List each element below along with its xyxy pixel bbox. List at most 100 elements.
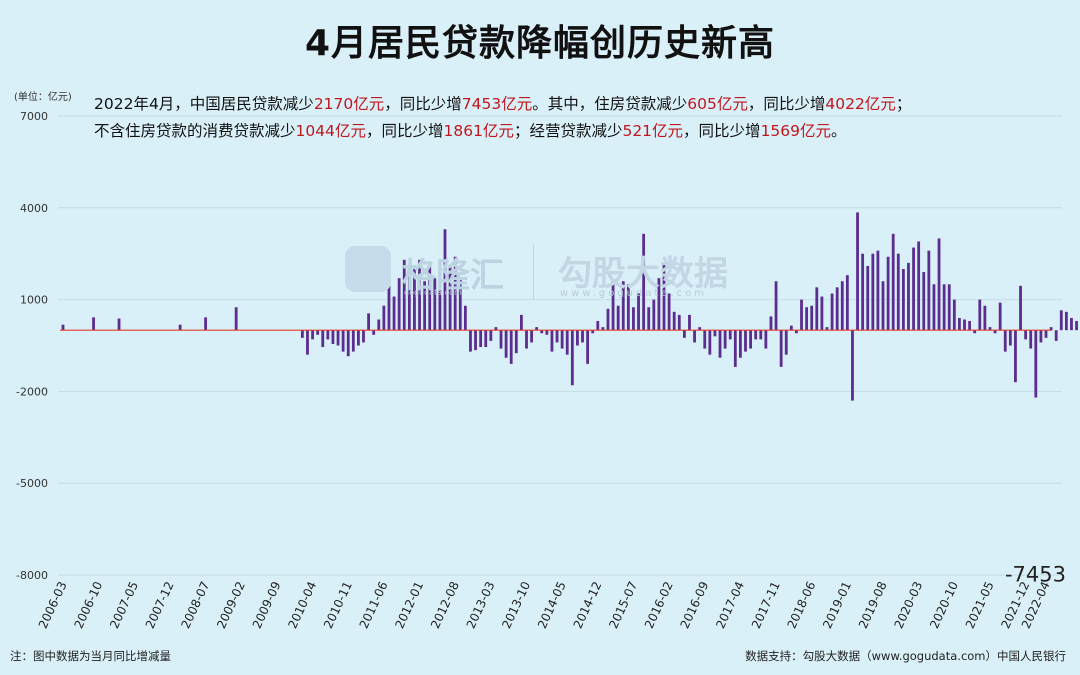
bar [840,281,844,331]
bar [178,324,182,331]
bar [744,330,747,352]
x-tick-label: 2019-08 [856,579,890,630]
bar [514,330,518,354]
x-tick-label: 2016-09 [678,579,712,630]
bar [937,238,941,331]
footer-source: 数据支持：勾股大数据（www.gogudata.com）中国人民银行 [745,649,1066,663]
x-tick-label: 2008-07 [178,579,212,630]
bar [947,284,951,331]
bar [810,305,814,331]
bar [749,330,752,349]
bar [866,265,870,331]
bar [616,305,620,331]
bar [576,330,579,346]
bar [942,284,946,331]
bar [463,305,467,331]
bar [362,330,365,343]
bar [92,317,95,331]
x-tick-label: 2009-09 [250,579,284,630]
bar [611,281,615,331]
bar [968,321,971,331]
bar [1039,330,1043,343]
watermark-brand2-url: www.gogudata.com [560,288,708,299]
bar [728,330,732,340]
bar [316,330,320,335]
watermark-separator [533,244,534,300]
x-tick-label: 2019-01 [820,579,854,630]
bar [764,330,768,349]
bar [815,287,819,331]
bar [357,330,360,346]
bar [688,314,691,331]
bar [300,330,304,338]
bar [1024,330,1028,340]
bar [392,296,396,331]
bar [311,330,314,340]
bar [336,330,340,346]
x-tick-label: 2009-02 [214,579,248,630]
watermark-brand1-url: gogudata.com [404,288,462,297]
summary-text-segment: 。其中，住房贷款减少 [532,95,688,113]
bar [856,212,859,331]
bar [453,256,457,331]
bar [474,330,477,351]
bar [739,330,742,358]
summary-text-segment: ，同比少增 [384,95,462,113]
bar [489,330,493,341]
summary-highlight-value: 7453亿元 [461,95,533,113]
bar [484,330,488,348]
bar [703,330,707,349]
bar [469,330,472,352]
bar [759,330,763,340]
bar [851,330,854,401]
bar [606,308,610,331]
bar [540,330,544,334]
summary-text-segment: ，同比少增 [747,95,826,113]
x-tick-label: 2014-12 [571,579,605,630]
summary-highlight-value: 1044亿元 [295,122,366,140]
bar [662,262,666,331]
bar [1029,330,1033,349]
bar [845,275,849,331]
bar [1054,330,1058,341]
bar [958,317,961,331]
bar [993,330,997,334]
bar [917,241,921,331]
bar [886,256,890,331]
bar [835,287,839,331]
bar [871,253,875,331]
bar [535,327,539,331]
bar [346,330,350,357]
bar [637,293,640,331]
summary-highlight-value: 1861亿元 [443,122,514,140]
summary-text-segment: ，同比少增 [365,122,444,140]
bar [413,269,416,331]
bar [560,330,564,349]
x-tick-label: 2017-11 [749,579,783,630]
summary-text-segment: 。 [831,122,847,140]
bar [443,229,447,331]
bar [682,330,686,338]
bar [1049,327,1053,331]
annotation-label: -7453 [1005,562,1066,586]
x-tick-label: 2010-04 [285,579,319,630]
bar [407,272,411,331]
bar [581,330,584,343]
y-axis-ticks: 7000 4000 1000 -2000 -5000 -8000 [16,110,48,582]
bar [1003,330,1007,352]
x-tick-label: 2007-12 [143,579,177,630]
x-tick-label: 2015-07 [606,579,640,630]
bar [647,307,651,331]
bar [652,299,656,331]
bar [667,293,671,331]
bar [626,284,630,331]
bar [418,259,421,331]
bar [519,314,523,331]
bar [952,299,956,331]
bar [591,330,595,334]
summary-highlight-value: 605亿元 [687,95,748,113]
x-tick-label: 2013-10 [499,579,533,630]
x-tick-label: 2012-08 [428,579,462,630]
bar [351,330,355,352]
x-tick-label: 2006-03 [36,579,70,630]
